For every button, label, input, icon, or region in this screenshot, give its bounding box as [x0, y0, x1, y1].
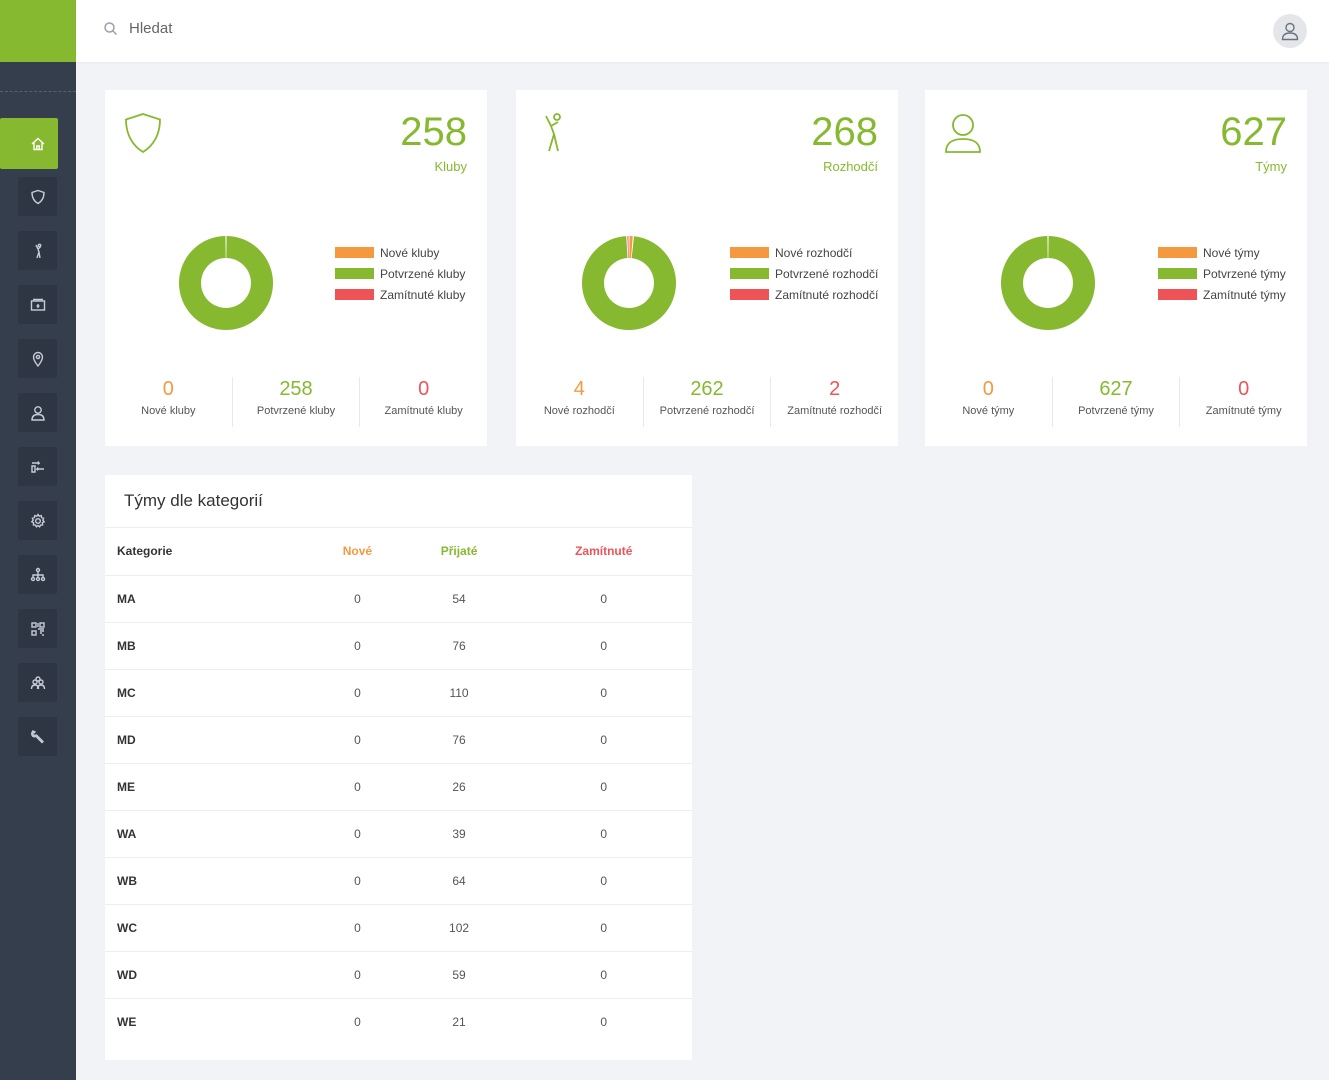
teams-by-category-table: Kategorie Nové Přijaté Zamítnuté MA 0 54 0 … [105, 528, 692, 1045]
referees-count: 268 [811, 110, 878, 154]
legend-rejected: Zamítnuté týmy [1158, 284, 1286, 305]
table-row: MB 0 76 0 [105, 622, 692, 670]
donut-slice-confirmed [179, 236, 273, 330]
table-row: WD 0 59 0 [105, 951, 692, 999]
location-pin-icon [32, 351, 43, 367]
clubs-count: 258 [400, 110, 467, 154]
nav-locations[interactable] [18, 339, 57, 378]
nav-users[interactable] [18, 393, 57, 432]
stat-rejected: 0 Zamítnuté kluby [384, 378, 463, 417]
table-row: MD 0 76 0 [105, 716, 692, 764]
stat-confirmed: 258 Potvrzené kluby [233, 377, 361, 427]
table-row: MC 0 110 0 [105, 669, 692, 717]
donut-slice-confirmed [1001, 236, 1095, 330]
qr-code-icon [30, 621, 45, 636]
table-row: WB 0 64 0 [105, 857, 692, 905]
table-row: WE 0 21 0 [117, 1014, 608, 1029]
referees-card: 268 Rozhodčí Nové rozhodčí Potvrzené roz… [516, 90, 898, 446]
stat-new: 4 Nové rozhodčí [516, 377, 644, 427]
col-new: Nové [312, 528, 403, 576]
col-category: Kategorie [105, 528, 313, 576]
sidebar-nav [0, 118, 58, 771]
teams-legend: Nové týmy Potvrzené týmy Zamítnuté týmy [1158, 242, 1286, 305]
table-row: MA 0 54 0 [105, 575, 692, 623]
table-row: WA 0 39 0 [105, 810, 692, 858]
clubs-label: Kluby [434, 159, 467, 174]
home-icon [31, 137, 45, 150]
stat-new: 0 Nové kluby [105, 377, 233, 427]
user-icon [30, 405, 45, 421]
referee-icon [534, 112, 574, 154]
teams-card: 627 Týmy Nové týmy Potvrzené týmy Zamítn… [925, 90, 1307, 446]
legend-confirmed: Potvrzené týmy [1158, 263, 1286, 284]
nav-home[interactable] [0, 118, 58, 169]
referees-label: Rozhodčí [823, 159, 878, 174]
user-icon [943, 112, 983, 154]
referees-donut-chart [582, 236, 676, 330]
nav-tools[interactable] [18, 717, 57, 756]
nav-structure[interactable] [18, 555, 57, 594]
search-icon [104, 22, 117, 35]
hierarchy-icon [30, 567, 45, 581]
table-row: ME 0 26 0 [105, 763, 692, 811]
avatar[interactable] [1273, 14, 1307, 48]
top-bar [76, 0, 1329, 62]
shield-icon [30, 189, 45, 204]
teams-by-category-card: Týmy dle kategorií Kategorie Nové Přijat… [105, 475, 692, 1060]
sidebar-divider [0, 91, 76, 92]
col-rejected: Zamítnuté [515, 528, 692, 576]
donut-slice-new [629, 236, 633, 259]
sidebar [0, 0, 76, 1080]
legend-new: Nové týmy [1158, 242, 1286, 263]
stat-confirmed: 627 Potvrzené týmy [1053, 377, 1181, 427]
user-icon [1281, 22, 1299, 41]
clubs-stats: 0 Nové kluby 258 Potvrzené kluby 0 Zamítnut… [105, 377, 487, 427]
nav-payments[interactable] [18, 285, 57, 324]
logo[interactable] [0, 0, 76, 62]
payment-icon [30, 298, 45, 311]
teams-stats: 0 Nové týmy 627 Potvrzené týmy 0 Zamítnuté … [925, 377, 1307, 427]
nav-transfers[interactable] [18, 447, 57, 486]
col-accepted: Přijaté [402, 528, 516, 576]
clubs-card: 258 Kluby Nové kluby Potvrzené kluby Zam… [105, 90, 487, 446]
transfer-icon [30, 460, 44, 473]
stat-confirmed: 262 Potvrzené rozhodčí [644, 377, 772, 427]
teams-donut-chart [1001, 236, 1095, 330]
clubs-donut-chart [179, 236, 273, 330]
clubs-legend: Nové kluby Potvrzené kluby Zamítnuté klu… [335, 242, 465, 305]
referee-icon [34, 243, 41, 258]
donut-slice-rejected [627, 236, 629, 259]
nav-referees[interactable] [18, 231, 57, 270]
teams-count: 627 [1220, 110, 1287, 154]
nav-settings[interactable] [18, 501, 57, 540]
legend-new: Nové kluby [335, 242, 465, 263]
table-row: WC 0 102 0 [105, 904, 692, 952]
search-bar [104, 20, 429, 37]
stat-rejected: 0 Zamítnuté týmy [1205, 378, 1282, 417]
stat-new: 0 Nové týmy [925, 377, 1053, 427]
donut-slice-confirmed [582, 236, 676, 330]
referees-stats: 4 Nové rozhodčí 262 Potvrzené rozhodčí 2 Za… [516, 377, 898, 427]
table-title: Týmy dle kategorií [105, 475, 692, 528]
wrench-icon [30, 729, 44, 743]
teams-label: Týmy [1255, 159, 1287, 174]
legend-rejected: Zamítnuté kluby [335, 284, 465, 305]
group-icon [30, 675, 45, 689]
search-input[interactable] [129, 20, 429, 37]
legend-rejected: Zamítnuté rozhodčí [730, 284, 878, 305]
table-header-row: Kategorie Nové Přijaté Zamítnuté [105, 528, 692, 576]
legend-confirmed: Potvrzené kluby [335, 263, 465, 284]
nav-qr[interactable] [18, 609, 57, 648]
shield-icon [123, 112, 163, 154]
referees-legend: Nové rozhodčí Potvrzené rozhodčí Zamítnu… [730, 242, 878, 305]
legend-new: Nové rozhodčí [730, 242, 878, 263]
nav-clubs[interactable] [18, 177, 57, 216]
nav-groups[interactable] [18, 663, 57, 702]
settings-icon [30, 512, 45, 528]
stat-rejected: 2 Zamítnuté rozhodčí [787, 378, 883, 417]
legend-confirmed: Potvrzené rozhodčí [730, 263, 878, 284]
